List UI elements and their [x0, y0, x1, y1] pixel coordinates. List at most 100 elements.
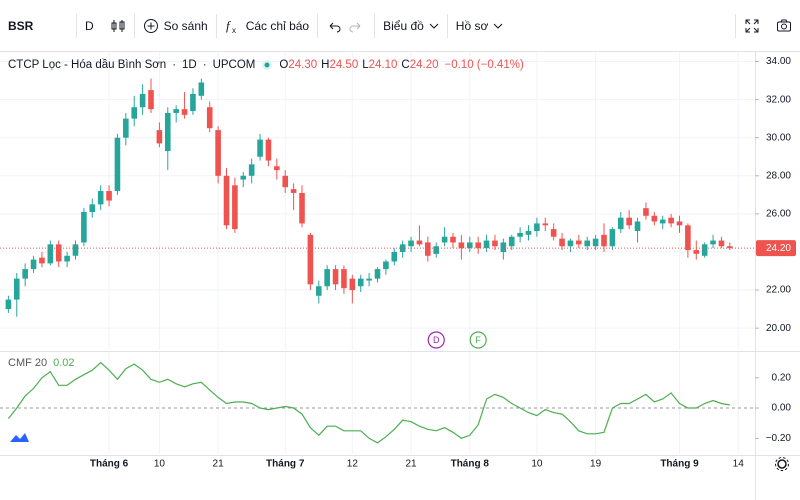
x-tick-label: 21	[405, 459, 417, 470]
ohlc-key: H	[321, 59, 330, 71]
candle-body	[282, 175, 289, 188]
candle-body	[374, 269, 381, 279]
candle-body	[408, 240, 414, 247]
candle-body	[383, 261, 389, 270]
y-tick-label: −0.20	[766, 433, 792, 444]
symbol-name: CTCP Lọc - Hóa dầu Bình Sơn	[8, 59, 167, 71]
candle-body	[64, 255, 70, 262]
undo-redo[interactable]	[318, 11, 374, 41]
ohlc-item: H24.50	[321, 59, 358, 71]
candle-body	[450, 236, 456, 243]
candle-body	[626, 217, 632, 226]
x-tick-label: 14	[733, 459, 745, 470]
candle-body	[22, 269, 28, 279]
candle-body	[659, 219, 666, 224]
candle-body	[232, 185, 238, 230]
candle-body	[643, 208, 649, 216]
svg-text:f: f	[226, 18, 232, 33]
ohlc-key: L	[362, 59, 369, 71]
candle-body	[274, 166, 280, 171]
candle-body	[349, 278, 356, 291]
separator	[76, 13, 77, 38]
candle-body	[47, 244, 54, 264]
candle-body	[466, 242, 473, 249]
ohlc-value: 24.30	[288, 59, 318, 71]
candle-body	[508, 236, 515, 247]
candle-body	[710, 240, 716, 245]
plus-icon	[143, 18, 158, 33]
candle-body	[341, 269, 347, 289]
candle-body	[81, 211, 87, 243]
separator	[446, 13, 448, 38]
candle-body	[198, 82, 205, 96]
candles-icon	[111, 19, 125, 32]
candle-body	[718, 240, 725, 247]
candle-body	[441, 236, 448, 243]
logo[interactable]	[8, 428, 30, 445]
candle-body	[72, 244, 79, 256]
compare-button[interactable]: So sánh	[135, 11, 216, 41]
candle-body	[391, 251, 398, 262]
change-label: −0.10 (−0.41%)	[444, 59, 524, 71]
indicator-name: CMF 20	[8, 357, 48, 369]
y-tick-label: 32.00	[766, 94, 791, 105]
candle-body	[190, 93, 196, 112]
candle-body	[517, 232, 523, 237]
candle-body	[114, 137, 121, 192]
x-tick-label: 12	[347, 459, 359, 470]
x-tick-label: 10	[154, 459, 166, 470]
interval[interactable]: D	[85, 18, 94, 33]
candle-body	[525, 231, 532, 235]
separator	[133, 13, 135, 38]
candle-body	[584, 240, 591, 247]
x-tick-label: Tháng 9	[660, 459, 699, 470]
candle-body	[701, 244, 708, 256]
y-tick-label: 0.00	[772, 403, 792, 414]
candle-body	[148, 90, 154, 110]
candle-body	[324, 269, 330, 287]
candle-body	[366, 278, 372, 281]
candle-body	[131, 107, 138, 119]
candle-body	[240, 175, 247, 180]
candle-body	[290, 189, 297, 193]
symbol[interactable]: BSR	[8, 18, 34, 33]
settings-button[interactable]	[775, 457, 789, 471]
compare-label: So sánh	[163, 18, 208, 33]
logo-mark	[10, 433, 29, 442]
candle-body	[332, 269, 339, 285]
svg-text:x: x	[232, 26, 236, 34]
candle-body	[307, 234, 314, 285]
interval-label: 1D	[182, 59, 197, 71]
chart-style-button[interactable]	[102, 11, 134, 41]
camera-icon	[777, 19, 791, 31]
candle-body	[156, 130, 163, 144]
candle-body	[123, 118, 129, 138]
candle-body	[13, 278, 20, 300]
last-price-box	[756, 240, 796, 257]
candle-body	[475, 242, 481, 249]
fullscreen-button[interactable]	[736, 11, 768, 41]
chart-legend: CTCP Lọc - Hóa dầu Bình Sơn · 1D · UPCOM O…	[8, 59, 524, 71]
separator	[215, 13, 217, 38]
candle-body	[534, 223, 540, 232]
candle-body	[559, 238, 565, 247]
candle-body	[617, 217, 624, 230]
fullscreen-icon	[745, 19, 759, 32]
ohlc-values: O24.30 H24.50 L24.10 C24.20	[279, 59, 438, 71]
candle-body	[542, 223, 549, 226]
candle-body	[265, 139, 272, 161]
y-tick-label: 34.00	[766, 56, 791, 67]
profile-menu[interactable]: Hồ sơ	[448, 11, 512, 41]
chart-menu[interactable]: Biểu đồ	[375, 11, 447, 41]
chart-menu-label: Biểu đồ	[383, 18, 424, 33]
undo-redo-icons	[329, 22, 361, 32]
candle-body	[248, 164, 255, 176]
snapshot-button[interactable]	[768, 11, 800, 41]
chart: Tháng 6 10 21 Tháng 7 12 21 Tháng 8 10 19 Tháng 9…	[0, 52, 800, 500]
ohlc-key: O	[279, 59, 289, 71]
x-tick-label: Tháng 7	[266, 459, 305, 470]
separator	[735, 13, 736, 38]
market-status	[262, 60, 273, 70]
